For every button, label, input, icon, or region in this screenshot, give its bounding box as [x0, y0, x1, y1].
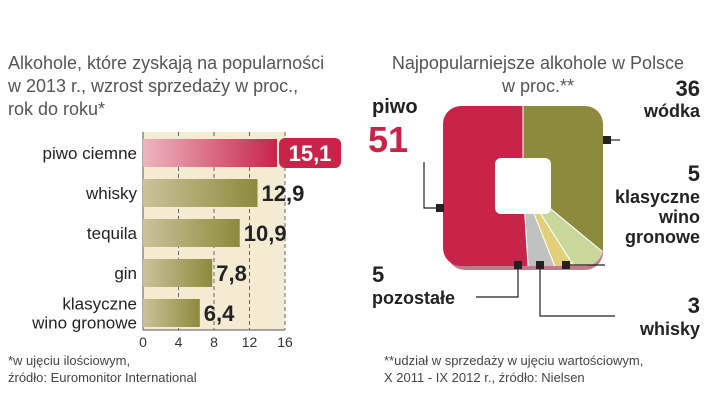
pie-slice-label: klasyczne — [615, 187, 700, 207]
x-tick-label: 16 — [277, 334, 293, 350]
leader-line — [423, 162, 440, 209]
x-tick-label: 12 — [242, 334, 258, 350]
left-title-line: rok do roku* — [8, 99, 106, 119]
pie-value-label: 5 — [372, 262, 384, 287]
pie-slice-label: wino — [658, 207, 700, 227]
bar — [143, 179, 258, 207]
right-footnote-line: **udział w sprzedaży w ujęciu wartościow… — [384, 353, 644, 368]
leader-dot — [436, 204, 444, 212]
x-tick-label: 0 — [139, 334, 147, 350]
right-footnote-line: X 2011 - IX 2012 r., źródło: Nielsen — [384, 370, 585, 385]
x-tick-label: 8 — [210, 334, 218, 350]
left-footnote-line: źródło: Euromonitor International — [8, 370, 197, 385]
category-label: klasyczne — [62, 295, 137, 314]
pie-slice — [522, 185, 603, 266]
pie-slice-label: gronowe — [625, 227, 700, 247]
leader-line — [476, 265, 519, 298]
right-footnote: **udział w sprzedaży w ujęciu wartościow… — [384, 352, 714, 386]
right-chart-title: Najpopularniejsze alkohole w Polsce w pr… — [368, 52, 708, 98]
bar-value-label: 6,4 — [204, 301, 235, 326]
bar-value-label: 12,9 — [261, 181, 304, 206]
category-label: whisky — [85, 184, 138, 203]
category-label: wino gronowe — [31, 314, 137, 333]
leader-line — [539, 265, 615, 317]
pie-value-label: 51 — [368, 119, 408, 160]
left-title-line: Alkohole, które zyskają na popularności — [8, 53, 325, 73]
pie-slice — [443, 106, 533, 266]
pie-slice — [522, 106, 603, 266]
bar — [143, 219, 240, 247]
x-tick-label: 4 — [175, 334, 183, 350]
value-badge — [279, 138, 342, 168]
category-label: piwo ciemne — [43, 144, 138, 163]
pie-slice — [522, 185, 576, 266]
bar-value-label: 10,9 — [244, 221, 287, 246]
right-title-line: Najpopularniejsze alkohole w Polsce — [391, 53, 685, 73]
left-chart-title: Alkohole, które zyskają na popularności … — [8, 52, 358, 121]
right-title-line: w proc.** — [501, 76, 575, 96]
pie-value-label: 36 — [676, 76, 700, 101]
ring-slices — [443, 106, 603, 266]
left-footnote: *w ujęciu ilościowym, źródło: Euromonito… — [8, 352, 348, 386]
pie-slice-label: pozostałe — [372, 288, 455, 308]
category-label: tequila — [87, 224, 138, 243]
leader-dot — [562, 261, 570, 269]
bar — [143, 299, 200, 327]
bar-value-label: 7,8 — [216, 261, 247, 286]
left-footnote-line: *w ujęciu ilościowym, — [8, 353, 131, 368]
pie-chart: 36wódka5klasycznewinogronowe3whisky5pozo… — [368, 76, 701, 339]
pie-slice-label: whisky — [639, 319, 700, 339]
leader-dot — [536, 261, 544, 269]
pie-value-label: 3 — [688, 293, 700, 318]
pie-value-label: 5 — [688, 161, 700, 186]
bar-chart: 0 4 8 12 16 15,1 piwo ciemne 12,9 whisky 10,9 tequ… — [31, 132, 342, 350]
pie-slice — [522, 185, 599, 266]
bar-value-label: 15,1 — [289, 141, 332, 166]
ring-hole — [495, 158, 551, 214]
category-label: gin — [114, 264, 137, 283]
bar — [143, 139, 278, 167]
bar — [143, 259, 213, 287]
left-title-line: w 2013 r., wzrost sprzedaży w proc., — [8, 76, 299, 96]
pie-slice-label: wódka — [643, 101, 701, 121]
leader-dot — [514, 261, 522, 269]
leader-dot — [603, 136, 611, 144]
pie-slice-label: piwo — [372, 96, 418, 118]
